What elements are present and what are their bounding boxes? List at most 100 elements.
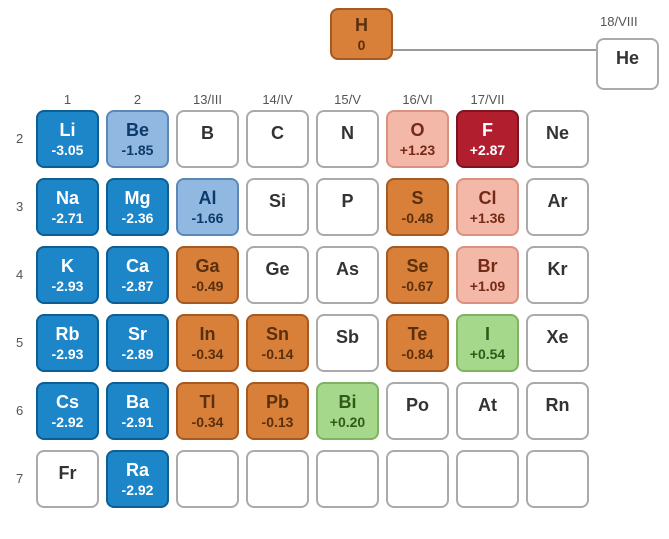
element-symbol: B <box>201 124 214 142</box>
element-cell-se: Se -0.67 <box>386 246 449 304</box>
element-value: -1.85 <box>122 143 154 157</box>
element-value: -2.71 <box>52 211 84 225</box>
row-label-2: 2 <box>16 131 23 146</box>
element-symbol: I <box>485 325 490 343</box>
element-value: -0.67 <box>402 279 434 293</box>
element-symbol: In <box>200 325 216 343</box>
element-symbol: Ge <box>265 260 289 278</box>
element-symbol: Pb <box>266 393 289 411</box>
element-cell-in: In -0.34 <box>176 314 239 372</box>
element-symbol: Fr <box>59 464 77 482</box>
element-cell-c: C <box>246 110 309 168</box>
element-symbol: Ga <box>195 257 219 275</box>
element-value: -1.66 <box>192 211 224 225</box>
element-value: -2.89 <box>122 347 154 361</box>
element-symbol: K <box>61 257 74 275</box>
element-cell-ne: Ne <box>526 110 589 168</box>
element-value: -0.34 <box>192 347 224 361</box>
element-value: -2.91 <box>122 415 154 429</box>
element-symbol: Ar <box>547 192 567 210</box>
empty-cell <box>246 450 309 508</box>
element-cell-be: Be -1.85 <box>106 110 169 168</box>
element-symbol: Rn <box>546 396 570 414</box>
element-cell-fr: Fr <box>36 450 99 508</box>
element-symbol: C <box>271 124 284 142</box>
element-cell-o: O +1.23 <box>386 110 449 168</box>
row-label-7: 7 <box>16 471 23 486</box>
row-label-5: 5 <box>16 335 23 350</box>
element-symbol: O <box>410 121 424 139</box>
element-symbol: He <box>616 49 639 67</box>
element-symbol: N <box>341 124 354 142</box>
element-cell-pb: Pb-0.13 <box>246 382 309 440</box>
empty-cell <box>316 450 379 508</box>
element-value: +0.54 <box>470 347 505 361</box>
element-value: -0.49 <box>192 279 224 293</box>
element-cell-te: Te -0.84 <box>386 314 449 372</box>
element-cell-kr: Kr <box>526 246 589 304</box>
element-cell-at: At <box>456 382 519 440</box>
element-symbol: Sr <box>128 325 147 343</box>
element-cell-xe: Xe <box>526 314 589 372</box>
element-symbol: Be <box>126 121 149 139</box>
element-cell-br: Br+1.09 <box>456 246 519 304</box>
element-cell-rn: Rn <box>526 382 589 440</box>
element-cell-cs: Cs -2.92 <box>36 382 99 440</box>
element-value: -2.92 <box>52 415 84 429</box>
element-value: -2.93 <box>52 347 84 361</box>
element-cell-p: P <box>316 178 379 236</box>
element-cell-po: Po <box>386 382 449 440</box>
element-value: +1.23 <box>400 143 435 157</box>
element-symbol: Al <box>199 189 217 207</box>
element-cell-b: B <box>176 110 239 168</box>
element-symbol: Na <box>56 189 79 207</box>
element-symbol: Br <box>477 257 497 275</box>
element-cell-ga: Ga -0.49 <box>176 246 239 304</box>
element-value: -0.84 <box>402 347 434 361</box>
element-symbol: Si <box>269 192 286 210</box>
element-cell-tl: Tl -0.34 <box>176 382 239 440</box>
element-symbol: Sb <box>336 328 359 346</box>
element-cell-si: Si <box>246 178 309 236</box>
element-cell-li: Li-3.05 <box>36 110 99 168</box>
element-value: -0.14 <box>262 347 294 361</box>
element-cell-he: He <box>596 38 659 90</box>
element-cell-k: K -2.93 <box>36 246 99 304</box>
element-cell-ca: Ca-2.87 <box>106 246 169 304</box>
element-symbol: Te <box>408 325 428 343</box>
element-symbol: As <box>336 260 359 278</box>
element-cell-sn: Sn -0.14 <box>246 314 309 372</box>
empty-cell <box>526 450 589 508</box>
element-symbol: Ra <box>126 461 149 479</box>
element-cell-ge: Ge <box>246 246 309 304</box>
element-cell-ar: Ar <box>526 178 589 236</box>
element-symbol: Bi <box>339 393 357 411</box>
element-value: -2.36 <box>122 211 154 225</box>
element-symbol: Ba <box>126 393 149 411</box>
element-symbol: S <box>411 189 423 207</box>
element-cell-al: Al -1.66 <box>176 178 239 236</box>
column-label-15-V: 15/V <box>334 92 361 107</box>
element-symbol: Kr <box>547 260 567 278</box>
element-symbol: Li <box>60 121 76 139</box>
row-label-6: 6 <box>16 403 23 418</box>
column-label-18: 18/VIII <box>600 14 638 29</box>
element-symbol: Tl <box>200 393 216 411</box>
column-label-2: 2 <box>134 92 141 107</box>
element-cell-i: I +0.54 <box>456 314 519 372</box>
element-symbol: F <box>482 121 493 139</box>
row-label-3: 3 <box>16 199 23 214</box>
element-symbol: Po <box>406 396 429 414</box>
element-symbol: Sn <box>266 325 289 343</box>
element-value: -2.93 <box>52 279 84 293</box>
element-symbol: H <box>355 16 368 34</box>
element-cell-sb: Sb <box>316 314 379 372</box>
element-cell-h: H0 <box>330 8 393 60</box>
element-cell-n: N <box>316 110 379 168</box>
element-value: -0.34 <box>192 415 224 429</box>
element-symbol: P <box>341 192 353 210</box>
element-cell-bi: Bi+0.20 <box>316 382 379 440</box>
element-symbol: Se <box>406 257 428 275</box>
element-symbol: Cs <box>56 393 79 411</box>
element-value: +1.36 <box>470 211 505 225</box>
